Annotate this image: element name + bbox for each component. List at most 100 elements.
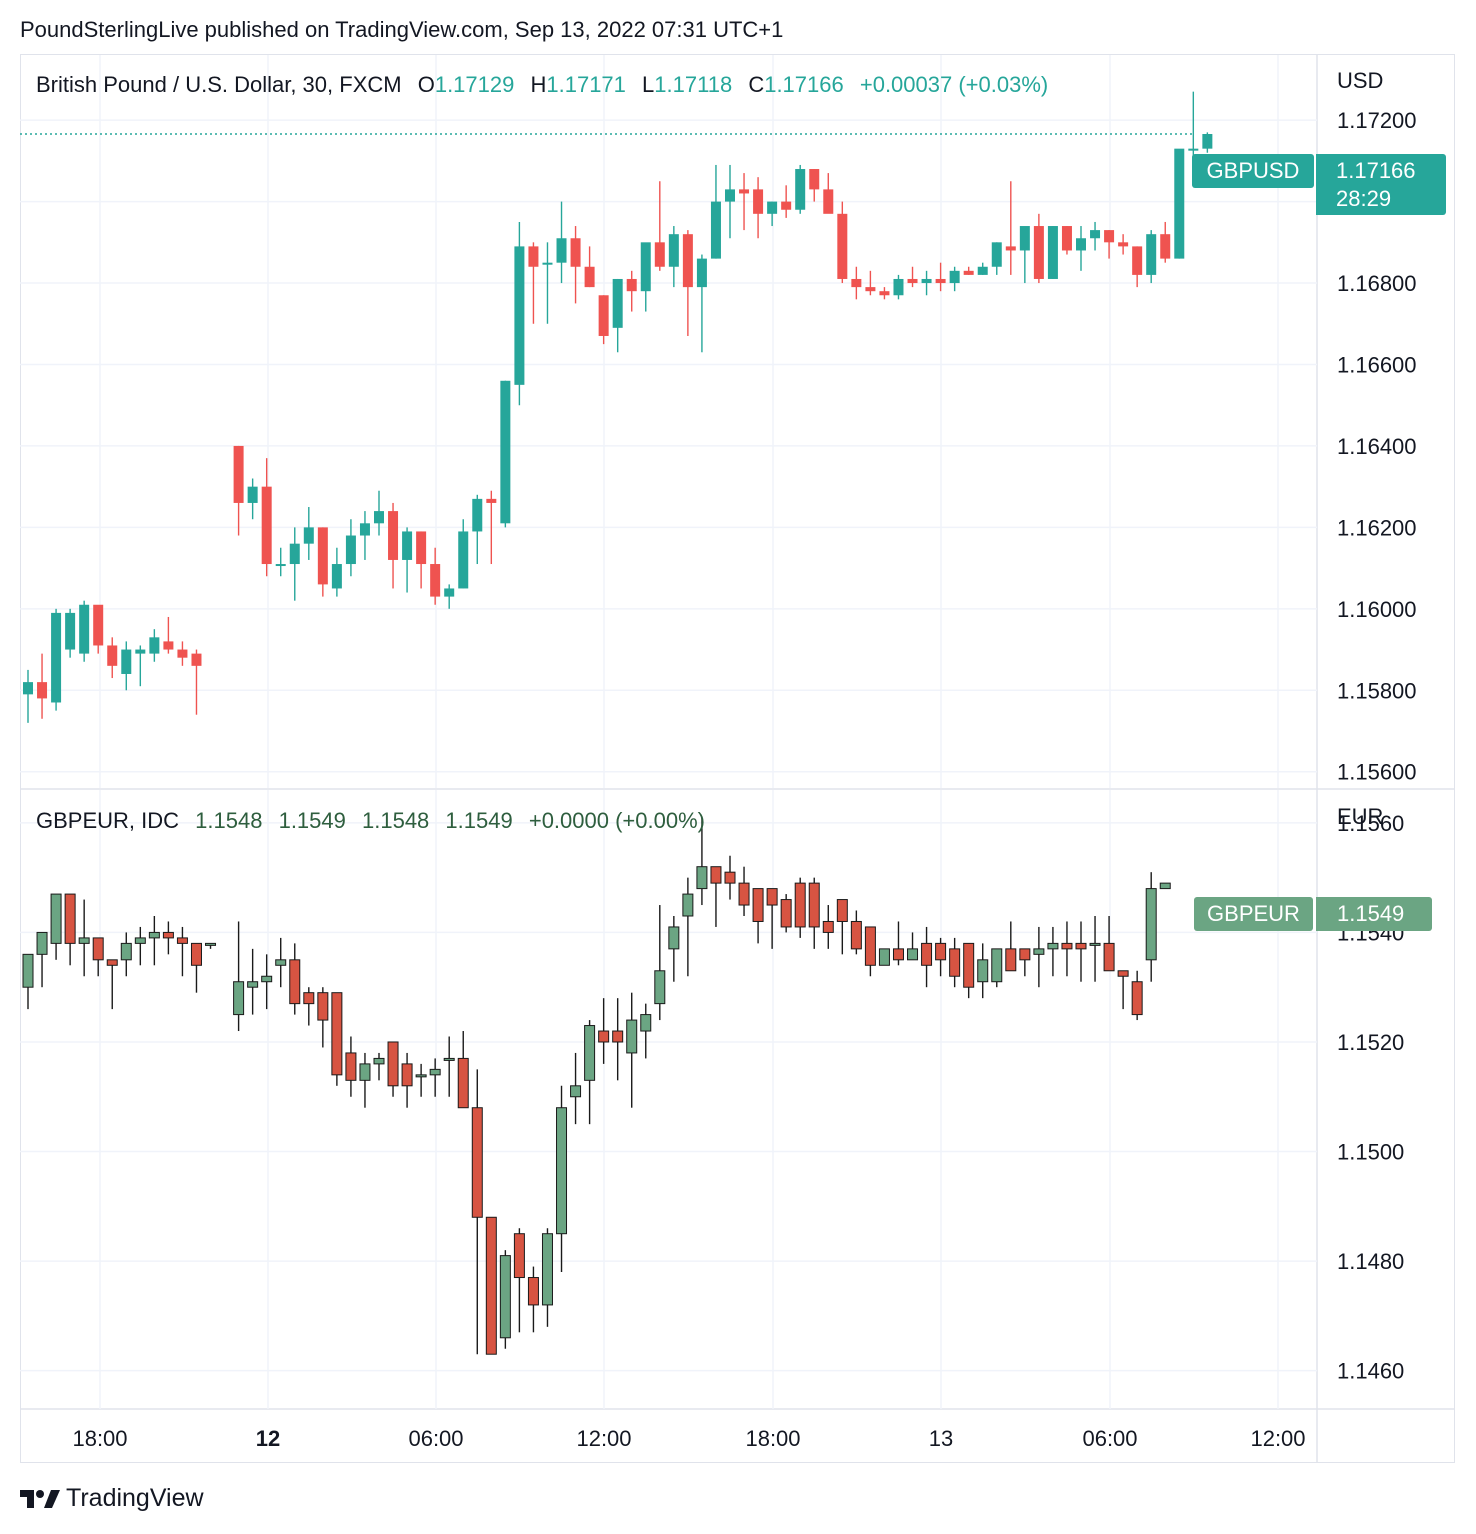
gbpeur-candle-body (275, 959, 287, 966)
gbpusd-candle-body (1076, 238, 1086, 251)
gbpusd-candle-body (753, 189, 764, 214)
gbpeur-candle-body (584, 1025, 596, 1081)
gbpeur-candle-body (1131, 981, 1143, 1016)
gbpusd-candle-body (37, 682, 48, 699)
gbpusd-candle-body (977, 266, 988, 275)
gbpusd-candle-body (317, 527, 328, 585)
gbpeur-symbol-title: GBPEUR, IDC (36, 808, 180, 833)
gbpeur-candle-body (541, 1233, 553, 1306)
gbpeur-candle-body (1005, 948, 1017, 972)
gbpeur-candle-body (907, 948, 919, 961)
gbpeur-candle-body (499, 1255, 511, 1339)
gbpusd-candle-body (795, 169, 806, 210)
gbpeur-candle-body (190, 942, 202, 966)
gbpeur-y-tick-label: 1.1500 (1337, 1140, 1404, 1165)
x-axis-tick-label: 12:00 (576, 1426, 631, 1451)
gbpeur-candle-body (1075, 942, 1087, 950)
gbpeur-candle-body (471, 1107, 483, 1218)
gbpeur-candle-body (640, 1014, 652, 1032)
gbpusd-candle-body (654, 242, 665, 267)
gbpusd-candle-body (1005, 246, 1016, 251)
gbpeur-candle-body (457, 1057, 469, 1109)
gbpusd-candle-body (767, 201, 778, 214)
gbpusd-low-value: 1.17118 (654, 72, 733, 97)
gbpeur-candle-body (1159, 882, 1171, 890)
gbpeur-candle-body (429, 1068, 441, 1076)
gbpeur-candle-body (92, 937, 104, 961)
gbpusd-candle-body (1019, 226, 1030, 251)
gbpusd-candle-body (739, 189, 750, 194)
gbpusd-candle-body (1202, 134, 1213, 149)
gbpeur-candle-body (1047, 942, 1059, 950)
gbpusd-high-label: H (530, 72, 547, 97)
gbpusd-candle-body (682, 234, 693, 288)
footer-brand: TradingView (66, 1484, 204, 1512)
gbpeur-candle-body (794, 882, 806, 928)
gbpusd-candle-body (79, 604, 90, 654)
gbpeur-close-value: 1.1549 (445, 808, 513, 833)
gbpeur-candle-body (205, 942, 217, 946)
gbpeur-candle-body (373, 1057, 385, 1065)
gbpusd-candle-body (612, 278, 623, 328)
gbpusd-candle-body (949, 270, 960, 284)
gbpusd-candle-body (1090, 230, 1101, 239)
gbpusd-candle-body (261, 486, 272, 565)
gbpusd-low-label: L (642, 72, 655, 97)
gbpusd-candle-body (921, 278, 932, 284)
gbpusd-candle-body (444, 588, 455, 597)
gbpusd-candle-body (514, 246, 525, 385)
tradingview-logo[interactable]: TradingView (20, 1484, 204, 1513)
gbpeur-candle-body (752, 888, 764, 922)
gbpeur-y-tick-label: 1.1520 (1337, 1030, 1404, 1055)
gbpusd-price-badge: 1.17166 28:29 (1316, 154, 1446, 215)
gbpusd-candle-body (837, 213, 848, 279)
gbpeur-candle-body (780, 899, 792, 928)
gbpeur-candle-body (598, 1030, 610, 1043)
gbpusd-y-tick-label: 1.16000 (1337, 597, 1417, 622)
gbpusd-y-tick-label: 1.16200 (1337, 515, 1417, 540)
gbpusd-candle-body (640, 242, 651, 292)
gbpusd-candle-body (935, 278, 946, 284)
gbpusd-candle-body (963, 270, 974, 275)
gbpusd-candle-body (430, 564, 441, 597)
gbpeur-change: +0.0000 (+0.00%) (528, 808, 705, 833)
gbpusd-candle-body (556, 238, 567, 263)
gbpusd-open-value: 1.17129 (434, 72, 515, 97)
gbpeur-candle-body (963, 942, 975, 988)
gbpeur-candle-body (303, 992, 315, 1005)
x-axis-tick-label: 13 (929, 1426, 953, 1451)
x-axis-tick-label: 06:00 (408, 1426, 463, 1451)
gbpusd-y-tick-label: 1.16600 (1337, 352, 1417, 377)
gbpusd-y-tick-label: 1.15600 (1337, 760, 1417, 785)
gbpusd-candle-body (163, 641, 174, 650)
gbpusd-candle-body (177, 649, 188, 658)
gbpeur-candle-body (696, 866, 708, 890)
gbpusd-candle-body (472, 498, 483, 532)
gbpusd-candle-body (1061, 226, 1072, 251)
gbpeur-candle-body (935, 942, 947, 961)
gbpusd-open-label: O (417, 72, 435, 97)
gbpeur-candle-body (78, 937, 90, 944)
gbpusd-candle-body (1188, 148, 1199, 151)
gbpeur-candle-body (443, 1057, 455, 1061)
gbpusd-candle-body (1033, 226, 1044, 279)
gbpusd-candle-body (528, 246, 539, 267)
gbpusd-candle-body (359, 523, 370, 536)
gbpeur-symbol-badge: GBPEUR (1194, 897, 1313, 931)
gbpeur-candle-body (415, 1074, 427, 1078)
gbpeur-candle-body (724, 871, 736, 884)
gbpeur-candle-body (822, 920, 834, 933)
gbpeur-y-tick-label: 1.1560 (1337, 811, 1404, 836)
gbpusd-candle-body (1146, 234, 1157, 275)
x-axis-tick-label: 06:00 (1082, 1426, 1137, 1451)
gbpeur-candle-body (738, 882, 750, 906)
gbpeur-candle-body (654, 970, 666, 1005)
gbpusd-y-tick-label: 1.16400 (1337, 434, 1417, 459)
x-axis-tick-label: 18:00 (72, 1426, 127, 1451)
x-axis-tick-label: 18:00 (745, 1426, 800, 1451)
gbpusd-candle-body (458, 531, 469, 589)
gbpusd-y-tick-label: 1.17200 (1337, 108, 1417, 133)
gbpeur-candle-body (1061, 942, 1073, 950)
gbpusd-candle-body (1104, 230, 1115, 243)
